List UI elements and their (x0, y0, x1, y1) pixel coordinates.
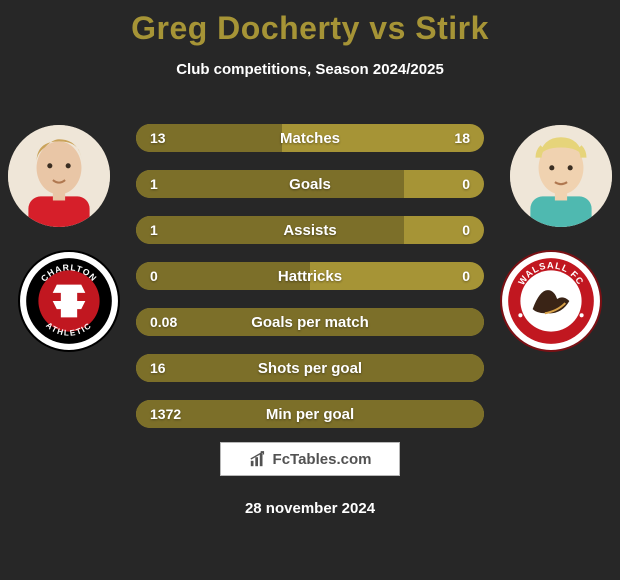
fctables-link[interactable]: FcTables.com (220, 442, 400, 476)
stat-row-assists: 1 Assists 0 (136, 216, 484, 244)
stat-right-value: 0 (448, 170, 484, 198)
stat-right-value: 18 (440, 124, 484, 152)
page-title: Greg Docherty vs Stirk (0, 0, 620, 47)
stat-row-goals-per-match: 0.08 Goals per match (136, 308, 484, 336)
club-badge-right: WALSALL FC (500, 250, 602, 352)
stat-bar-left (136, 124, 282, 152)
fctables-label: FcTables.com (273, 451, 372, 468)
stat-row-matches: 13 Matches 18 (136, 124, 484, 152)
stat-bar-left (136, 170, 404, 198)
stat-bar-left (136, 354, 484, 382)
player-left-avatar (8, 125, 110, 227)
club-badge-left: CHARLTON ATHLETIC (18, 250, 120, 352)
subtitle: Club competitions, Season 2024/2025 (0, 61, 620, 78)
stat-row-shots-per-goal: 16 Shots per goal (136, 354, 484, 382)
stat-row-min-per-goal: 1372 Min per goal (136, 400, 484, 428)
stat-bar-left (136, 400, 484, 428)
date-label: 28 november 2024 (0, 500, 620, 517)
stat-right-value: 0 (448, 216, 484, 244)
stat-bar-left (136, 308, 484, 336)
player-right-avatar (510, 125, 612, 227)
fctables-logo-icon (249, 450, 267, 468)
stat-right-value: 0 (448, 262, 484, 290)
stat-bar-left (136, 262, 310, 290)
stat-row-goals: 1 Goals 0 (136, 170, 484, 198)
stats-container: 13 Matches 18 1 Goals 0 1 Assists 0 0 Ha… (136, 124, 484, 446)
stat-row-hattricks: 0 Hattricks 0 (136, 262, 484, 290)
stat-bar-left (136, 216, 404, 244)
